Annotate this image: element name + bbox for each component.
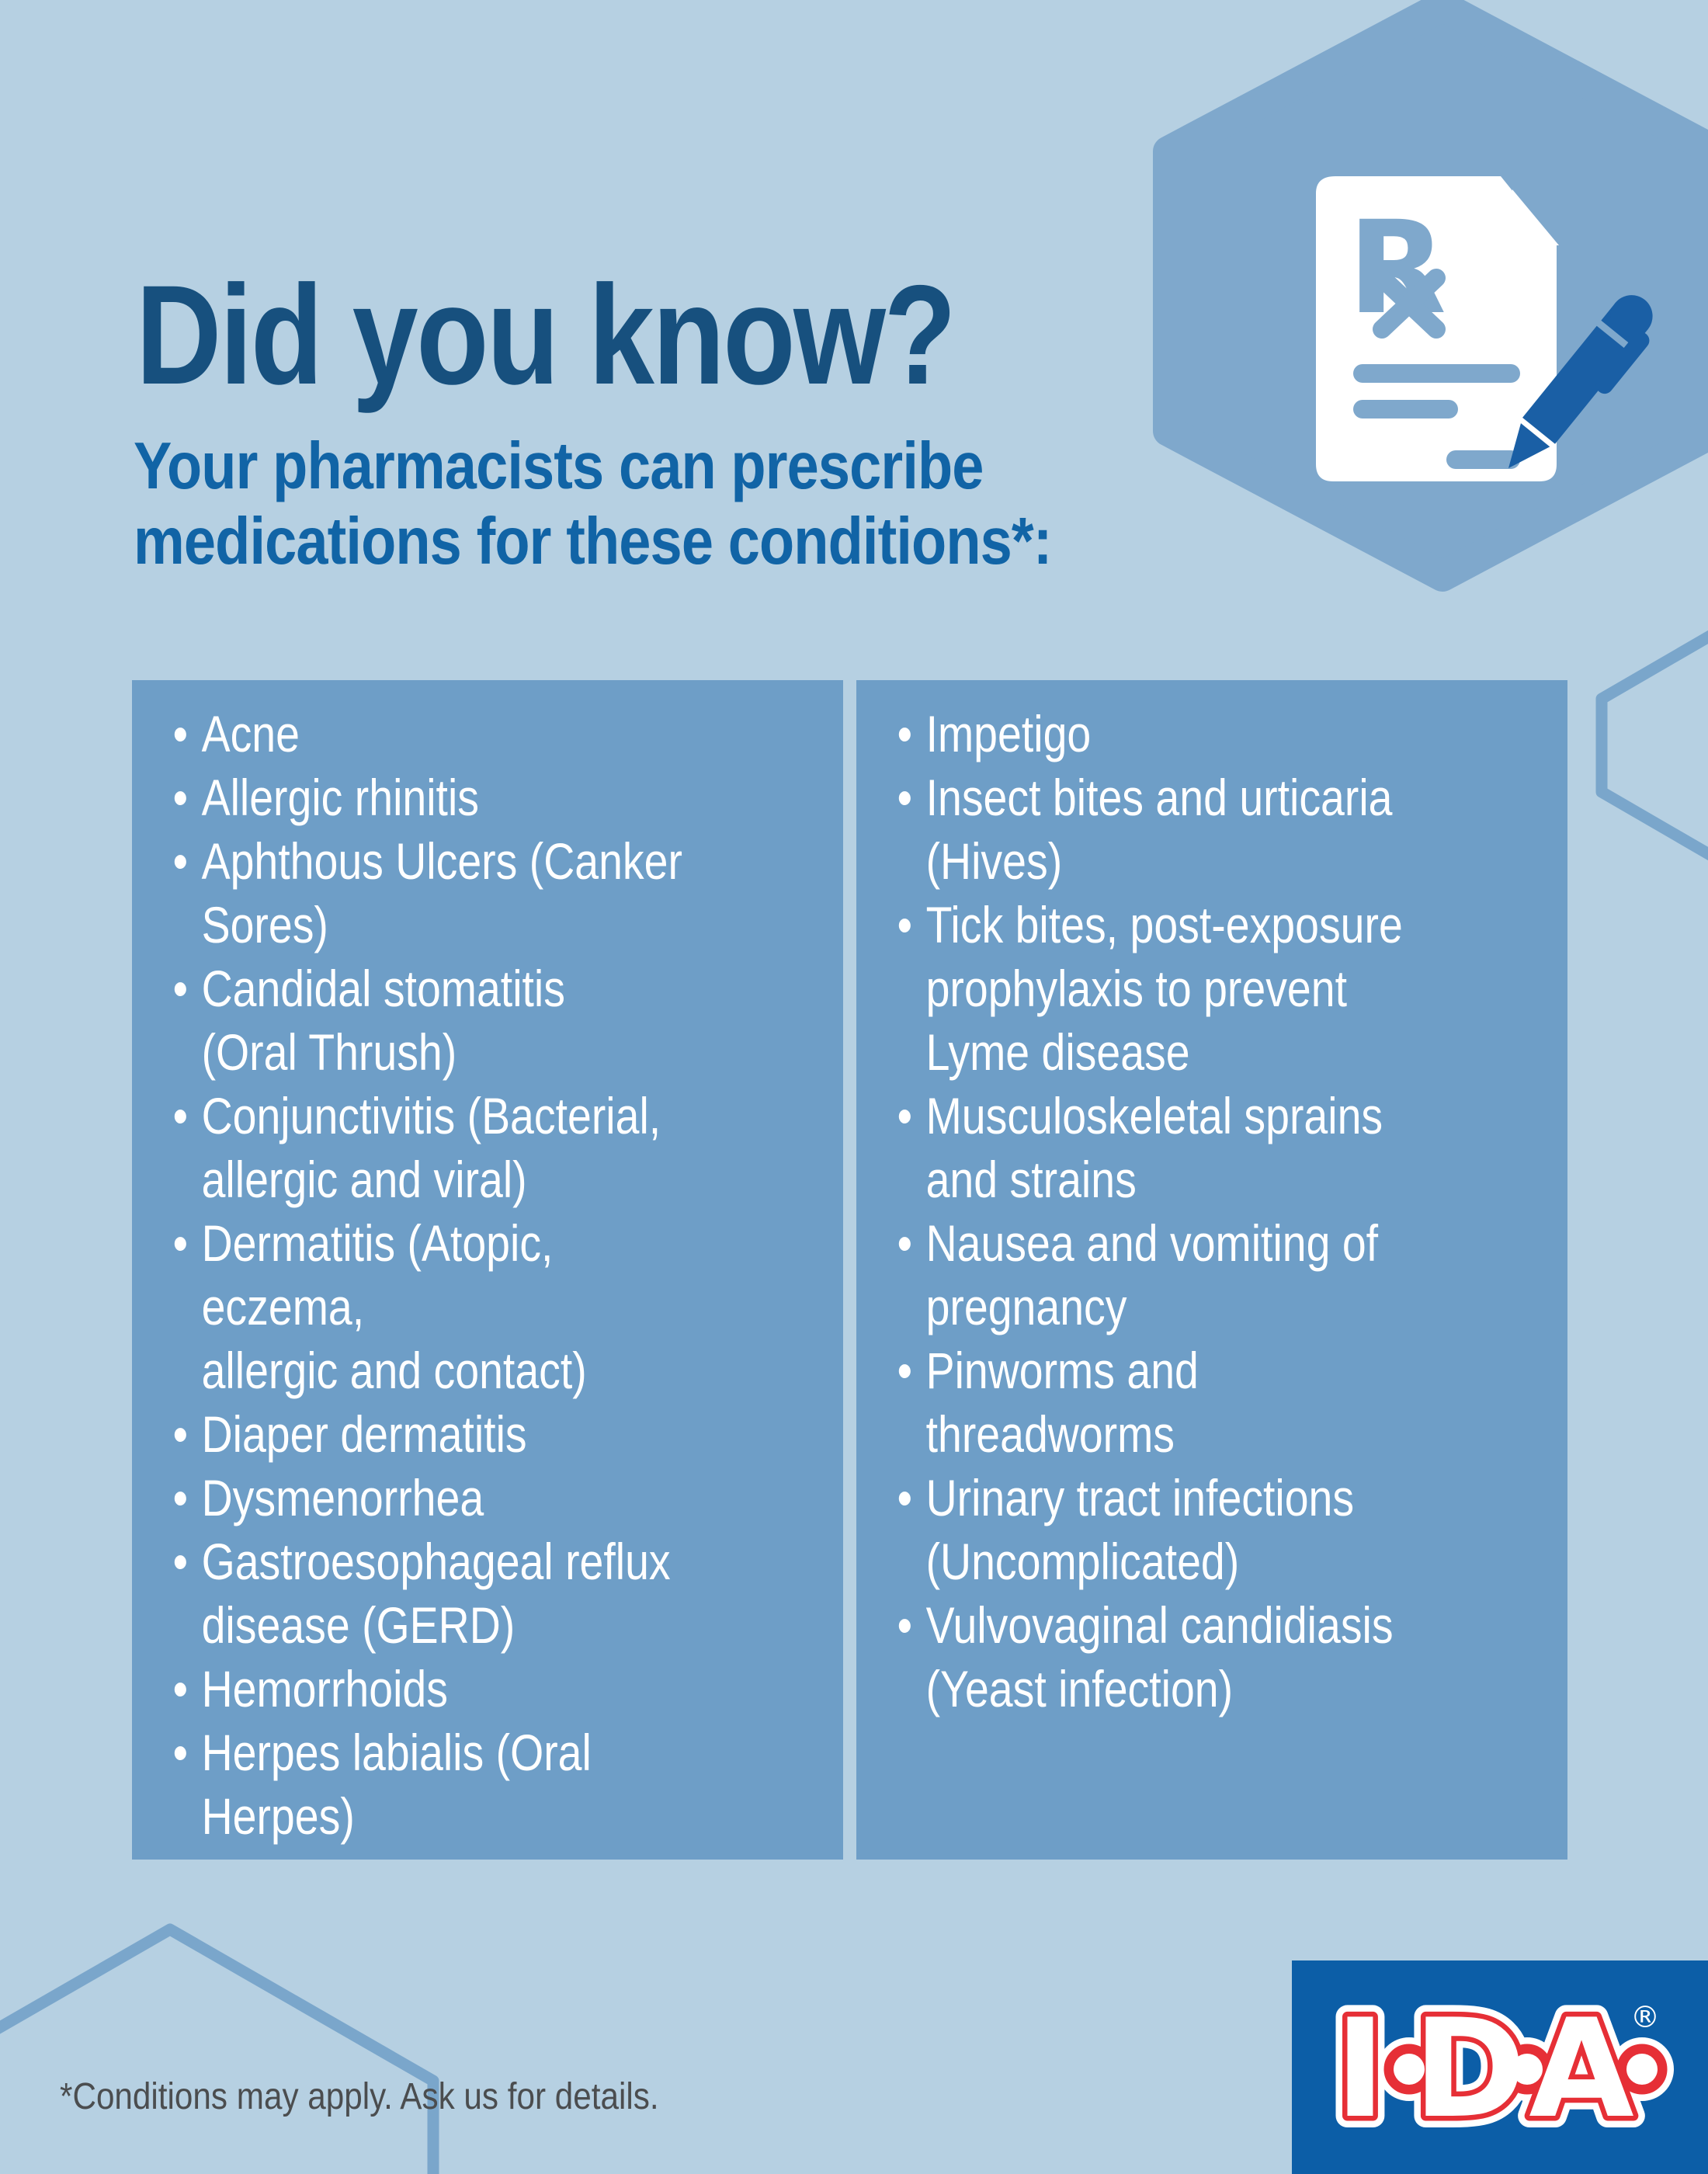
- list-item: Urinary tract infections (Uncomplicated): [867, 1466, 1449, 1593]
- pen-icon: [1508, 295, 1653, 468]
- logo-outline-red: I D A: [1330, 1986, 1668, 2154]
- logo-fill-white: I D A: [1335, 1991, 1658, 2148]
- list-item: Tick bites, post-exposure prophylaxis to…: [867, 893, 1449, 1084]
- subtitle-line-2: medications for these conditions*:: [134, 505, 1052, 578]
- ida-logo-panel: I D A I D A I D A: [1292, 1960, 1708, 2174]
- conditions-list-left: AcneAllergic rhinitisAphthous Ulcers (Ca…: [143, 702, 724, 1848]
- list-item: Acne: [143, 702, 724, 766]
- page-subtitle: Your pharmacists can prescribe medicatio…: [134, 429, 1052, 579]
- pen-clip: [1595, 332, 1650, 394]
- svg-text:A: A: [1529, 1991, 1633, 2148]
- svg-text:I: I: [1335, 1991, 1385, 2148]
- page-title: Did you know?: [136, 255, 956, 414]
- signature-line: [1446, 450, 1520, 469]
- conditions-box-left: AcneAllergic rhinitisAphthous Ulcers (Ca…: [132, 680, 843, 1860]
- list-item: Gastroesophageal reflux disease (GERD): [143, 1530, 724, 1657]
- registered-trademark: ®: [1630, 2000, 1660, 2034]
- list-item: Candidal stomatitis (Oral Thrush): [143, 957, 724, 1084]
- footnote: *Conditions may apply. Ask us for detail…: [60, 2076, 659, 2117]
- list-item: Conjunctivitis (Bacterial, allergic and …: [143, 1084, 724, 1211]
- prescription-document-icon: R: [1316, 176, 1559, 481]
- list-item: Allergic rhinitis: [143, 766, 724, 829]
- conditions-box-right: ImpetigoInsect bites and urticaria (Hive…: [856, 680, 1567, 1860]
- hexagon-outline-icon: [0, 1923, 439, 2174]
- conditions-columns: AcneAllergic rhinitisAphthous Ulcers (Ca…: [132, 680, 1567, 1860]
- list-item: Herpes labialis (Oral Herpes): [143, 1721, 724, 1848]
- ida-logo: I D A I D A I D A: [1323, 1979, 1674, 2160]
- list-item: Diaper dermatitis: [143, 1402, 724, 1466]
- svg-text:I: I: [1335, 1991, 1385, 2148]
- list-item: Hemorrhoids: [143, 1657, 724, 1721]
- list-item: Nausea and vomiting of pregnancy: [867, 1211, 1449, 1339]
- conditions-list-right: ImpetigoInsect bites and urticaria (Hive…: [867, 702, 1449, 1721]
- list-item: Insect bites and urticaria (Hives): [867, 766, 1449, 893]
- hexagon-outline-icon: [1595, 630, 1708, 861]
- subtitle-line-1: Your pharmacists can prescribe: [134, 429, 984, 503]
- list-item: Musculoskeletal sprains and strains: [867, 1084, 1449, 1211]
- list-item: Aphthous Ulcers (Canker Sores): [143, 829, 724, 957]
- list-item: Dermatitis (Atopic, eczema, allergic and…: [143, 1211, 724, 1402]
- list-item: Pinworms and threadworms: [867, 1339, 1449, 1466]
- text-line: [1353, 364, 1520, 383]
- list-item: Dysmenorrhea: [143, 1466, 724, 1530]
- list-item: Vulvovaginal candidiasis (Yeast infectio…: [867, 1593, 1449, 1721]
- list-item: Impetigo: [867, 702, 1449, 766]
- text-line: [1353, 400, 1458, 418]
- svg-text:D: D: [1413, 1991, 1526, 2148]
- folded-corner: [1512, 189, 1559, 245]
